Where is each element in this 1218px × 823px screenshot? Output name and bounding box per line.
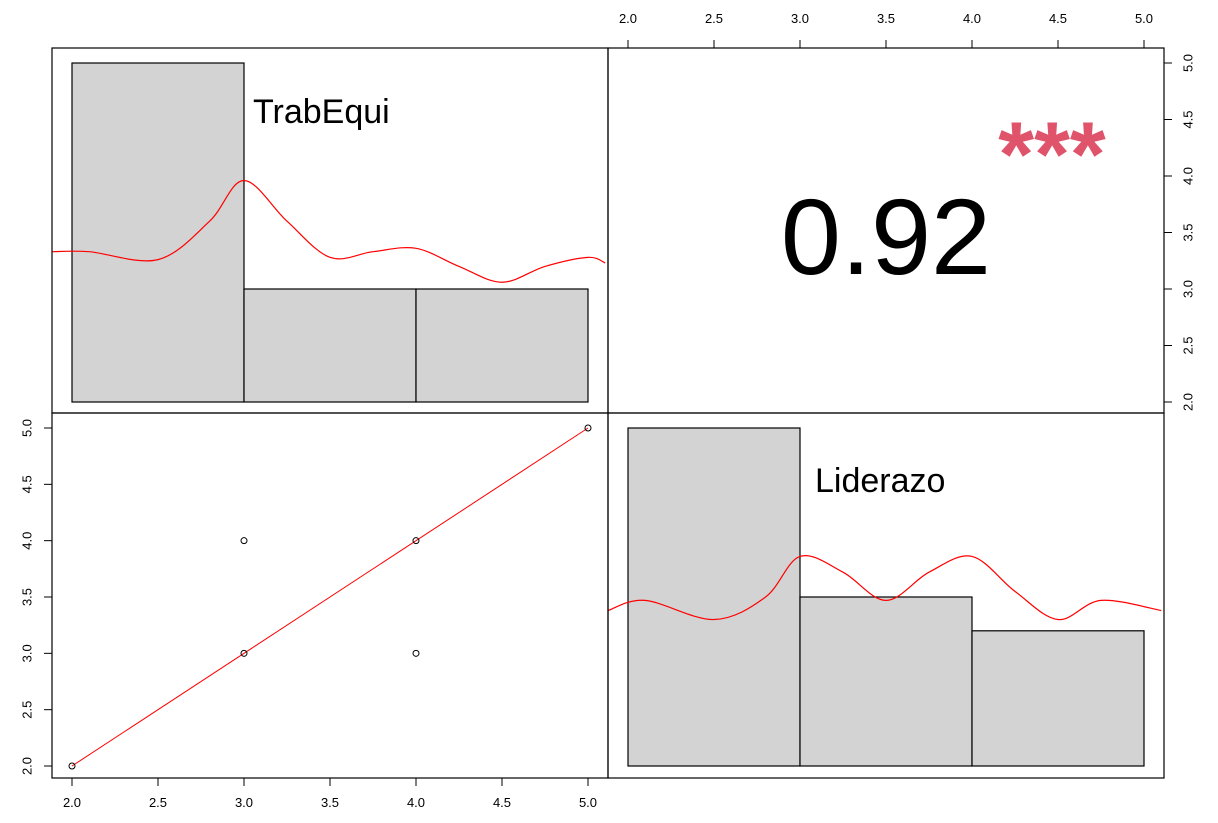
- scatter-point-0: [68, 762, 76, 770]
- left-axis-tick-label-1: 2.5: [20, 701, 35, 719]
- top-axis-tick-label-0: 2.0: [619, 11, 637, 26]
- right-axis-tick-label-5: 4.5: [1181, 110, 1196, 128]
- axes: 2.0 2.5 3.0 3.5 4.0 4.5 5.0 2.0 2.5 3.0 3.5 4.0 4.5 5…: [20, 11, 1196, 810]
- density-curve-trabequi: [51, 179, 606, 283]
- histogram-bar-liderazo-0: [627, 427, 801, 767]
- variable-label-trabequi: TrabEqui: [253, 93, 390, 131]
- scatter-layer: [68, 424, 592, 770]
- right-axis-tick-label-4: 4.0: [1181, 167, 1196, 185]
- correlation-value: 0.92: [781, 176, 991, 297]
- top-axis-tick-label-6: 5.0: [1135, 11, 1153, 26]
- scatter-point-5: [584, 424, 592, 432]
- right-axis-tick-label-3: 3.5: [1181, 223, 1196, 241]
- histogram-bar-liderazo-1: [799, 596, 973, 767]
- left-axis-tick-label-6: 5.0: [20, 419, 35, 437]
- top-axis-tick-label-2: 3.0: [791, 11, 809, 26]
- right-axis-tick-label-1: 2.5: [1181, 336, 1196, 354]
- bottom-axis-tick-label-3: 3.5: [321, 795, 339, 810]
- left-axis-tick-label-2: 3.0: [20, 644, 35, 662]
- variable-label-liderazo: Liderazo: [815, 462, 945, 500]
- bottom-axis-tick-label-2: 3.0: [235, 795, 253, 810]
- top-axis-tick-label-1: 2.5: [705, 11, 723, 26]
- bottom-axis-tick-label-0: 2.0: [63, 795, 81, 810]
- fit-line: [71, 427, 589, 767]
- right-axis-tick-label-0: 2.0: [1181, 393, 1196, 411]
- scatter-point-3: [412, 649, 420, 657]
- right-axis-tick-label-6: 5.0: [1181, 54, 1196, 72]
- top-axis-tick-label-3: 3.5: [877, 11, 895, 26]
- left-axis-tick-label-5: 4.5: [20, 475, 35, 493]
- density-curves: [51, 179, 1162, 621]
- density-curve-liderazo: [607, 555, 1162, 621]
- bottom-axis-tick-label-1: 2.5: [149, 795, 167, 810]
- histogram-bar-trabequi-0: [71, 62, 245, 403]
- right-axis-tick-label-2: 3.0: [1181, 280, 1196, 298]
- left-axis-tick-label-4: 4.0: [20, 532, 35, 550]
- panel-frame-bl: [51, 412, 609, 779]
- scatter-point-2: [240, 537, 248, 545]
- histogram-bar-liderazo-2: [971, 630, 1145, 767]
- top-axis-tick-label-5: 4.5: [1049, 11, 1067, 26]
- scatter-point-4: [412, 537, 420, 545]
- scatter-point-1: [240, 649, 248, 657]
- bottom-axis-tick-label-6: 5.0: [579, 795, 597, 810]
- left-axis-tick-label-3: 3.5: [20, 588, 35, 606]
- significance-stars: ***: [998, 104, 1106, 206]
- top-axis-tick-label-4: 4.0: [963, 11, 981, 26]
- bottom-axis-tick-label-4: 4.0: [407, 795, 425, 810]
- histogram-bar-trabequi-1: [243, 288, 417, 403]
- histogram-bars: [71, 62, 1145, 767]
- panel-frame-br: [607, 412, 1165, 779]
- left-axis-tick-label-0: 2.0: [20, 757, 35, 775]
- bottom-axis-tick-label-5: 4.5: [493, 795, 511, 810]
- histogram-bar-trabequi-2: [415, 288, 589, 403]
